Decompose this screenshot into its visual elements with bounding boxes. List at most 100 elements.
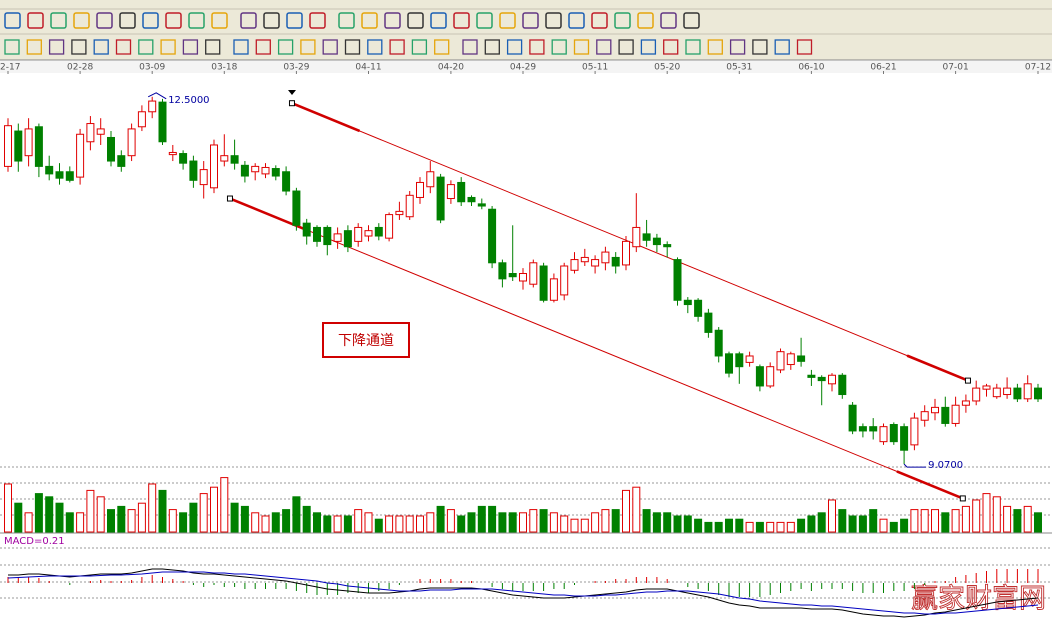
toolbar-button[interactable] <box>729 39 746 55</box>
toolbar-button[interactable] <box>26 39 42 55</box>
candle-body <box>55 171 64 179</box>
volume-bar <box>24 512 33 533</box>
toolbar-button[interactable] <box>522 12 539 29</box>
candle-body <box>1023 383 1032 400</box>
toolbar-button[interactable] <box>462 39 478 55</box>
toolbar-button[interactable] <box>367 39 383 55</box>
candle-body <box>76 133 85 178</box>
volume-bar <box>879 518 888 533</box>
volume-bar <box>848 515 857 533</box>
toolbar-button[interactable] <box>255 39 271 55</box>
toolbar-button[interactable] <box>529 39 545 55</box>
toolbar-button[interactable] <box>683 12 700 29</box>
volume-bar <box>117 505 126 533</box>
annotation-pointer <box>147 92 167 100</box>
toolbar-button[interactable] <box>138 39 154 55</box>
toolbar-stub <box>0 0 1052 5</box>
toolbar-button[interactable] <box>205 39 221 55</box>
candle-body <box>828 374 836 385</box>
volume-bar <box>519 512 527 533</box>
toolbar-button[interactable] <box>142 12 159 29</box>
toolbar-button[interactable] <box>50 12 67 29</box>
volume-bar <box>148 483 157 533</box>
toolbar-button[interactable] <box>188 12 205 29</box>
candle-body <box>591 259 600 267</box>
volume-bar <box>766 521 775 533</box>
volume-bar <box>570 518 579 533</box>
toolbar-button[interactable] <box>707 39 723 55</box>
candle-body <box>848 404 857 432</box>
candle-body <box>519 273 527 282</box>
toolbar-button[interactable] <box>277 39 294 55</box>
toolbar-button[interactable] <box>545 12 562 29</box>
toolbar-button[interactable] <box>300 39 316 55</box>
candle-body <box>498 262 507 280</box>
toolbar-button[interactable] <box>685 39 701 55</box>
toolbar-button[interactable] <box>430 12 447 29</box>
toolbar-button[interactable] <box>551 39 567 55</box>
toolbar-button[interactable] <box>573 39 590 55</box>
toolbar-button[interactable] <box>27 12 44 29</box>
toolbar-button[interactable] <box>344 39 361 55</box>
toolbar-button[interactable] <box>93 39 109 55</box>
toolbar-button[interactable] <box>614 12 631 29</box>
toolbar-button[interactable] <box>73 12 90 29</box>
toolbar-button[interactable] <box>407 12 424 29</box>
toolbar-button[interactable] <box>182 39 199 55</box>
candle-body <box>745 355 754 363</box>
toolbar-button[interactable] <box>361 12 378 29</box>
toolbar-button[interactable] <box>211 12 228 29</box>
toolbar-button[interactable] <box>48 39 65 55</box>
toolbar-button[interactable] <box>596 39 612 55</box>
candle-body <box>426 171 435 188</box>
candle-body <box>65 171 74 181</box>
volume-bar <box>1023 505 1032 533</box>
date-label: 04-20 <box>438 63 464 73</box>
toolbar-button[interactable] <box>4 12 21 29</box>
volume-bar <box>683 515 692 533</box>
toolbar-button[interactable] <box>484 39 500 55</box>
toolbar-button[interactable] <box>796 39 813 55</box>
candle-body <box>755 366 764 387</box>
toolbar-button[interactable] <box>384 12 401 29</box>
toolbar-button[interactable] <box>71 39 87 55</box>
toolbar-button[interactable] <box>752 39 768 55</box>
toolbar-button[interactable] <box>263 12 280 29</box>
toolbar-button[interactable] <box>591 12 608 29</box>
volume-bar <box>828 499 836 533</box>
candle-body <box>107 136 115 162</box>
toolbar-button[interactable] <box>4 39 20 55</box>
toolbar-button[interactable] <box>96 12 113 29</box>
toolbar-button[interactable] <box>506 39 523 55</box>
toolbar-button[interactable] <box>338 12 355 29</box>
toolbar-button[interactable] <box>233 39 249 55</box>
candle-body <box>148 100 157 113</box>
toolbar-button[interactable] <box>663 39 679 55</box>
candle-body <box>920 411 929 421</box>
toolbar-button[interactable] <box>240 12 257 29</box>
toolbar-button[interactable] <box>640 39 657 55</box>
volume-bar <box>96 496 105 533</box>
toolbar-button[interactable] <box>411 39 428 55</box>
toolbar-button[interactable] <box>434 39 450 55</box>
toolbar-button[interactable] <box>160 39 176 55</box>
macd-label: MACD=0.21 <box>4 536 65 547</box>
volume-bar <box>755 521 764 533</box>
toolbar-button[interactable] <box>453 12 470 29</box>
toolbar-button[interactable] <box>115 39 132 55</box>
toolbar-button[interactable] <box>637 12 654 29</box>
toolbar-button[interactable] <box>322 39 338 55</box>
toolbar-button[interactable] <box>309 12 326 29</box>
candle-body <box>889 424 898 443</box>
toolbar-button[interactable] <box>389 39 405 55</box>
toolbar-button[interactable] <box>499 12 516 29</box>
toolbar-button[interactable] <box>476 12 493 29</box>
toolbar-button[interactable] <box>286 12 303 29</box>
candle-body <box>797 355 806 362</box>
toolbar-button[interactable] <box>660 12 677 29</box>
toolbar-button[interactable] <box>618 39 634 55</box>
toolbar-button[interactable] <box>165 12 182 29</box>
toolbar-button[interactable] <box>774 39 790 55</box>
toolbar-button[interactable] <box>568 12 585 29</box>
toolbar-button[interactable] <box>119 12 136 29</box>
